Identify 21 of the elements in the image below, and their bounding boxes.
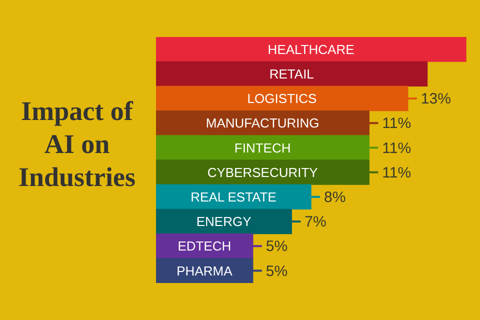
text: Impact of AI on Industries: [17, 95, 137, 194]
y-tick-label: FINTECH: [234, 140, 291, 156]
data-label: 5%: [266, 238, 288, 256]
y-tick-label: EDTECH: [178, 238, 232, 254]
bar: [156, 61, 428, 87]
y-tick-label: PHARMA: [176, 263, 233, 278]
data-label: 7%: [304, 214, 326, 231]
data-label: 11%: [382, 140, 412, 157]
data-label: 11%: [382, 164, 412, 182]
data-label: 11%: [382, 115, 412, 132]
data-label: 5%: [266, 262, 288, 280]
y-tick-label: LOGISTICS: [247, 91, 317, 106]
y-tick-label: CYBERSECURITY: [207, 164, 318, 180]
data-label: 8%: [324, 189, 346, 206]
y-tick-label: RETAIL: [269, 66, 314, 82]
y-tick-label: MANUFACTURING: [206, 116, 320, 131]
bar: [156, 37, 466, 62]
y-tick-label: REAL ESTATE: [190, 189, 277, 204]
y-tick-label: HEALTHCARE: [268, 42, 355, 57]
data-label: 13%: [420, 90, 451, 108]
y-tick-label: ENERGY: [196, 214, 252, 230]
